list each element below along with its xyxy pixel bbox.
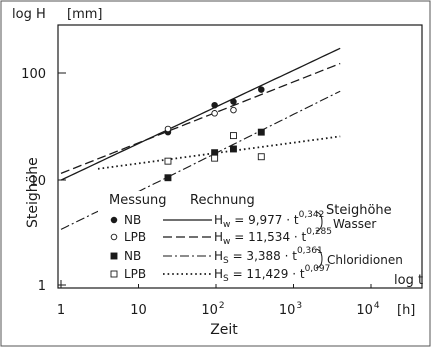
data-points [164,86,265,182]
x-tick-exponent: 3 [296,301,302,311]
legend-marker [110,270,118,278]
equation-variable: H [214,213,223,227]
y-tick-label: 100 [21,67,46,82]
data-point-chloride-nb [230,145,237,153]
legend-header-measurement: Messung [109,193,167,208]
data-point-water-nb [230,98,237,105]
fit-line-chloride-lpb [97,135,341,170]
legend-brace-chloride [315,248,323,269]
legend-group-water: Wasser [333,217,376,231]
x-tick-exponent: 2 [219,301,225,311]
fit-line-water-nb [60,47,341,181]
data-point-chloride-lpb [211,154,219,162]
legend-background [98,191,373,284]
y-axis-top-label: log H [12,7,46,22]
legend-marker [110,233,118,241]
legend-marker [110,216,118,224]
y-tick-label: 1 [38,279,46,294]
legend-header-calculation: Rechnung [190,193,255,208]
legend-equation: Hw = 11,534 · t0,285 [214,227,332,247]
equation-body: = 3,388 · t [229,249,297,263]
data-point-chloride-nb [257,128,265,136]
equation-variable: H [214,267,223,281]
legend-equation: HS = 11,429 · t0,097 [214,264,330,284]
data-point-chloride-lpb [257,153,265,161]
equation-subscript: S [223,256,229,266]
data-point-chloride-lpb [230,132,237,140]
equation-exponent: 0,097 [305,264,331,274]
legend-series-name: NB [124,213,141,227]
plot-frame [57,24,423,289]
data-point-water-nb [258,86,265,93]
x-tick-exponent: 4 [374,301,380,311]
data-point-water-lpb [164,125,172,133]
data-point-chloride-lpb [164,157,172,165]
equation-exponent: 0,285 [306,227,332,237]
x-axis-title: Zeit [210,322,238,338]
equation-variable: H [214,249,223,263]
legend-brace-water [315,211,323,232]
data-point-water-nb [211,101,218,109]
legend-series-name: LPB [124,230,146,244]
x-axis-unit: [h] [397,303,415,318]
legend: Messung Rechnung Steighöhe NB Hw = 9,977 · t… [109,193,403,284]
legend-series-name: LPB [124,267,146,281]
fit-line-water-lpb [60,62,341,175]
data-point-water-lpb [230,106,237,114]
legend-equation: HS = 3,388 · t0,361 [214,246,323,266]
equation-exponent: 0,342 [299,210,325,220]
equation-variable: H [214,230,223,244]
data-point-water-lpb [211,110,218,117]
legend-header-rise: Steighöhe [326,203,392,218]
x-tick-label: 1 [57,303,65,318]
y-axis-side-label: Steighöhe [25,157,41,228]
data-point-chloride-nb [164,174,172,182]
x-tick-label: 10 [130,303,147,318]
equation-subscript: S [223,274,229,284]
equation-subscript: w [223,220,230,230]
legend-series-name: NB [124,249,141,263]
equation-body: = 11,429 · t [229,267,305,281]
legend-group-chloride: Chloridionen [327,253,403,267]
y-tick-label: 10 [29,174,46,189]
y-axis-unit: [mm] [67,7,102,22]
legend-equation: Hw = 9,977 · t0,342 [214,210,324,230]
equation-subscript: w [223,237,230,247]
x-axis-log-label: log t [394,273,423,288]
equation-body: = 9,977 · t [230,213,298,227]
legend-marker [110,252,118,260]
equation-exponent: 0,361 [297,246,323,256]
equation-body: = 11,534 · t [230,230,306,244]
